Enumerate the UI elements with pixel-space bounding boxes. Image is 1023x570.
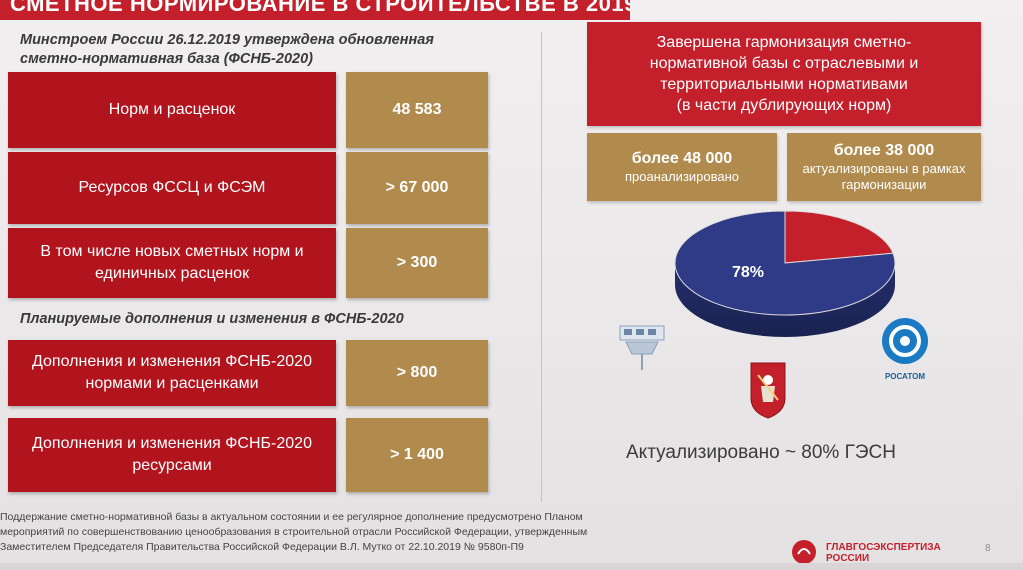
pie-slice-remaining <box>784 210 894 264</box>
column-divider <box>541 32 542 502</box>
heading-line: сметно-нормативная база (ФСНБ-2020) <box>20 51 313 67</box>
pie-percent-label: 78% <box>732 264 764 281</box>
pie-slice-updated <box>674 210 896 316</box>
page-number: 8 <box>985 543 991 554</box>
footer-strip <box>0 563 1023 570</box>
stat-row-value: 48 583 <box>346 72 488 148</box>
rosatom-label: РОСАТОМ <box>885 372 925 381</box>
plan-row-label: Дополнения и изменения ФСНБ-2020 нормами… <box>8 340 336 406</box>
stat-analyzed: более 48 000 проанализировано <box>587 133 777 201</box>
section-heading-approved: Минстроем России 26.12.2019 утверждена о… <box>20 31 434 69</box>
stat-row-label: В том числе новых сметных норм и единичн… <box>8 228 336 298</box>
footnote: Поддержание сметно-нормативной базы в ак… <box>0 511 588 553</box>
harmonization-box: Завершена гармонизация сметно- нормативн… <box>587 22 981 126</box>
stat-row-value: > 300 <box>346 228 488 298</box>
footer-brand: ГЛАВГОСЭКСПЕРТИЗА РОССИИ <box>826 542 941 564</box>
pie-chart: 78% <box>674 210 896 337</box>
plan-row-value: > 1 400 <box>346 418 488 492</box>
rosatom-logo: РОСАТОМ <box>882 318 928 381</box>
coverage-caption: Актуализировано ~ 80% ГЭСН <box>626 442 896 463</box>
title-banner: СМЕТНОЕ НОРМИРОВАНИЕ В СТРОИТЕЛЬСТВЕ В 2… <box>0 0 630 20</box>
page-title: СМЕТНОЕ НОРМИРОВАНИЕ В СТРОИТЕЛЬСТВЕ В 2… <box>10 0 630 16</box>
stat-row-value: > 67 000 <box>346 152 488 224</box>
stat-updated: более 38 000 актуализированы в рамках га… <box>787 133 981 201</box>
glavgosexpertiza-logo <box>792 540 816 564</box>
plan-row-label: Дополнения и изменения ФСНБ-2020 ресурса… <box>8 418 336 492</box>
heading-line: Минстроем России 26.12.2019 утверждена о… <box>20 32 434 48</box>
section-heading-planned: Планируемые дополнения и изменения в ФСН… <box>20 311 404 327</box>
stat-row-label: Норм и расценок <box>8 72 336 148</box>
plan-row-value: > 800 <box>346 340 488 406</box>
stat-row-label: Ресурсов ФССЦ и ФСЭМ <box>8 152 336 224</box>
ministry-logo <box>619 325 665 370</box>
moscow-coat-of-arms-icon <box>750 362 786 419</box>
